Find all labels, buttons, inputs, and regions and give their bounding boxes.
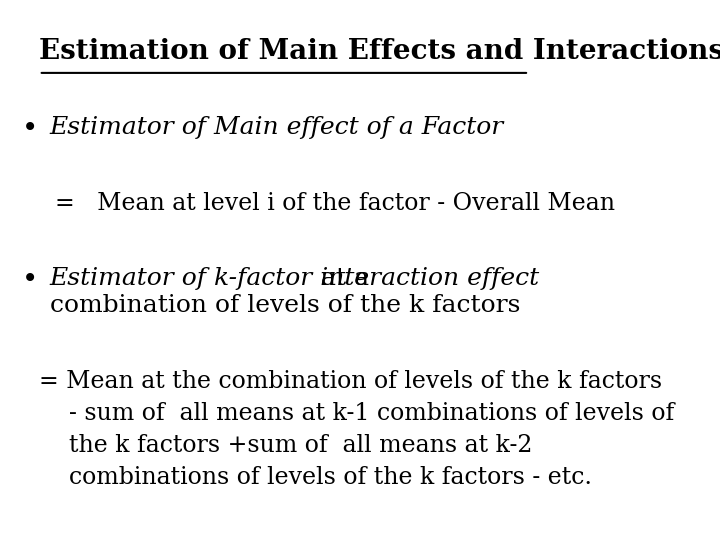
Text: Estimator of Main effect of a Factor: Estimator of Main effect of a Factor [50,116,504,139]
Text: •: • [22,116,38,143]
Text: •: • [22,267,38,294]
Text: at a: at a [313,267,369,291]
Text: Estimation of Main Effects and Interactions: Estimation of Main Effects and Interacti… [39,38,720,65]
Text: =   Mean at level i of the factor - Overall Mean: = Mean at level i of the factor - Overal… [55,192,616,215]
Text: combination of levels of the k factors: combination of levels of the k factors [50,294,521,318]
Text: = Mean at the combination of levels of the k factors
    - sum of  all means at : = Mean at the combination of levels of t… [39,370,674,489]
Text: Estimator of k-factor interaction effect: Estimator of k-factor interaction effect [50,267,540,291]
